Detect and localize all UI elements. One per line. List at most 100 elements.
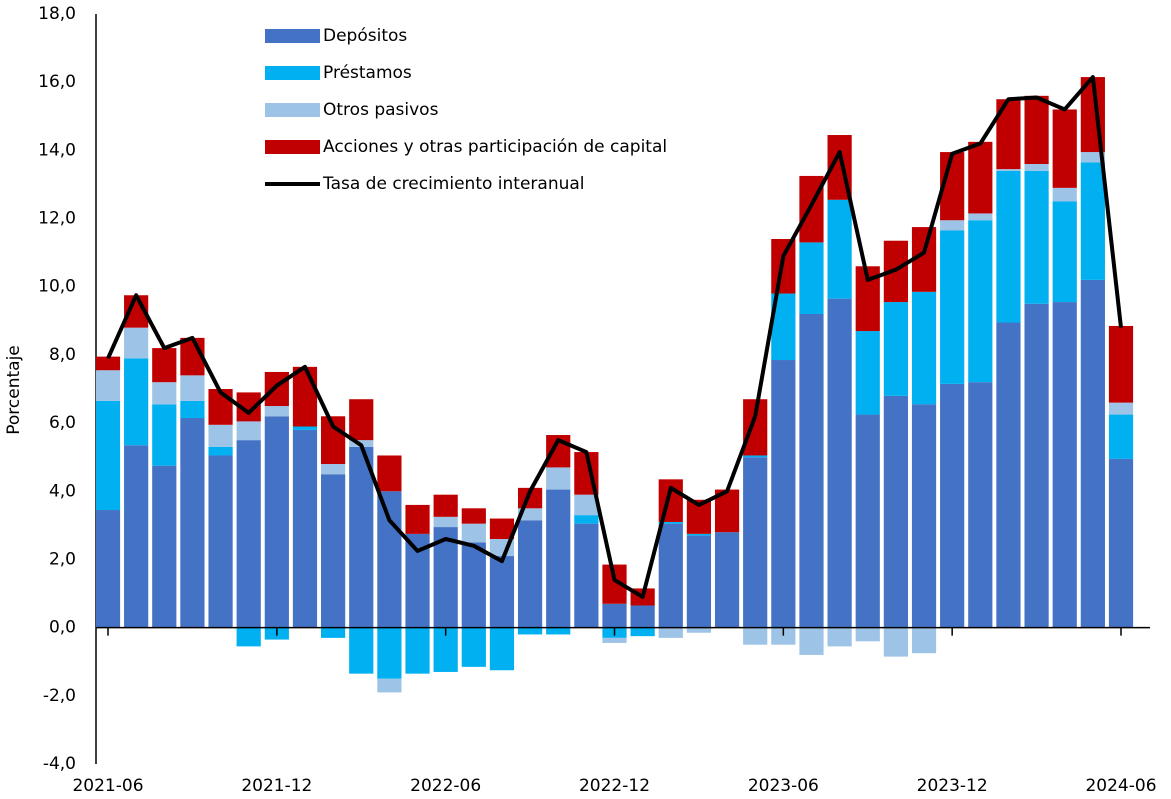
bar [799, 314, 824, 628]
bar [461, 508, 486, 524]
bar [1108, 414, 1134, 459]
bar [236, 627, 261, 647]
bar [911, 404, 937, 628]
bar [517, 627, 543, 635]
bar [152, 348, 177, 383]
bar [546, 489, 571, 628]
bar [1052, 302, 1077, 628]
bar [771, 627, 796, 645]
bar [574, 494, 599, 516]
x-tick-label: 2022-12 [579, 776, 650, 796]
bar [827, 199, 852, 299]
bar [996, 170, 1021, 323]
bar [630, 627, 655, 637]
bar [714, 532, 740, 628]
bar [461, 542, 486, 628]
bar [855, 414, 880, 628]
y-tick-label: 16,0 [38, 72, 76, 92]
bar [517, 520, 543, 628]
y-tick-label: 6,0 [49, 413, 76, 433]
bar [236, 440, 261, 628]
bar [124, 445, 149, 628]
bar [743, 457, 768, 628]
bar [1024, 170, 1049, 304]
bar [940, 383, 965, 628]
y-tick-label: -2,0 [43, 686, 76, 706]
bar [208, 389, 233, 425]
bar [264, 406, 289, 417]
bar [1108, 458, 1134, 628]
bar [433, 516, 458, 528]
bar [1080, 279, 1105, 628]
bar [686, 627, 712, 633]
bar [546, 467, 571, 490]
y-tick-label: 4,0 [49, 481, 76, 501]
bar [377, 455, 402, 492]
x-tick-label: 2022-06 [410, 776, 481, 796]
legend-label: Préstamos [323, 63, 412, 83]
y-tick-label: 2,0 [49, 549, 76, 569]
bar [968, 213, 993, 221]
bar [996, 322, 1021, 628]
bar [686, 533, 712, 536]
x-tick-label: 2021-12 [241, 776, 312, 796]
bar [292, 426, 318, 430]
bar [124, 327, 149, 359]
bar [743, 455, 768, 458]
bar [292, 429, 318, 628]
bar [799, 242, 824, 314]
bar [180, 400, 205, 418]
bar [968, 220, 993, 383]
bar [377, 678, 402, 693]
bar [1052, 109, 1077, 188]
bar [489, 518, 515, 539]
bar [264, 371, 289, 407]
y-tick-label: 10,0 [38, 277, 76, 297]
bar [1080, 152, 1105, 163]
bar [208, 455, 233, 628]
bar [1052, 201, 1077, 303]
bar [686, 535, 712, 628]
bar [1024, 164, 1049, 171]
bar [321, 464, 346, 475]
bar [883, 395, 908, 628]
y-tick-label: 0,0 [49, 618, 76, 638]
bar [911, 291, 937, 405]
bar [264, 416, 289, 628]
bar [855, 331, 880, 415]
bar [152, 465, 177, 628]
bar [124, 358, 149, 446]
y-tick-label: 12,0 [38, 209, 76, 229]
y-tick-label: -4,0 [43, 754, 76, 774]
bar [433, 494, 458, 517]
bar [968, 382, 993, 628]
bar [911, 627, 937, 654]
legend-swatch [265, 140, 320, 154]
bar [1108, 325, 1134, 403]
y-axis-label: Porcentaje [4, 345, 24, 435]
bar [968, 141, 993, 214]
legend-label: Tasa de crecimiento interanual [322, 174, 585, 194]
bar [152, 404, 177, 466]
line [106, 75, 1123, 599]
bar [827, 298, 852, 628]
bar [827, 627, 852, 647]
bar [1080, 162, 1105, 280]
bar [461, 627, 486, 667]
bar [1108, 402, 1134, 415]
bar [743, 627, 768, 645]
bar [95, 356, 121, 371]
y-tick-label: 18,0 [38, 4, 76, 24]
legend-swatch [265, 66, 320, 80]
bar [208, 424, 233, 447]
x-tick-label: 2021-06 [72, 776, 143, 796]
legend-label: Depósitos [323, 26, 407, 46]
bar [377, 491, 402, 628]
bar [349, 399, 374, 441]
bar [996, 169, 1021, 171]
bar [602, 637, 627, 643]
bar [405, 504, 430, 534]
bar [883, 627, 908, 657]
bar [574, 523, 599, 628]
